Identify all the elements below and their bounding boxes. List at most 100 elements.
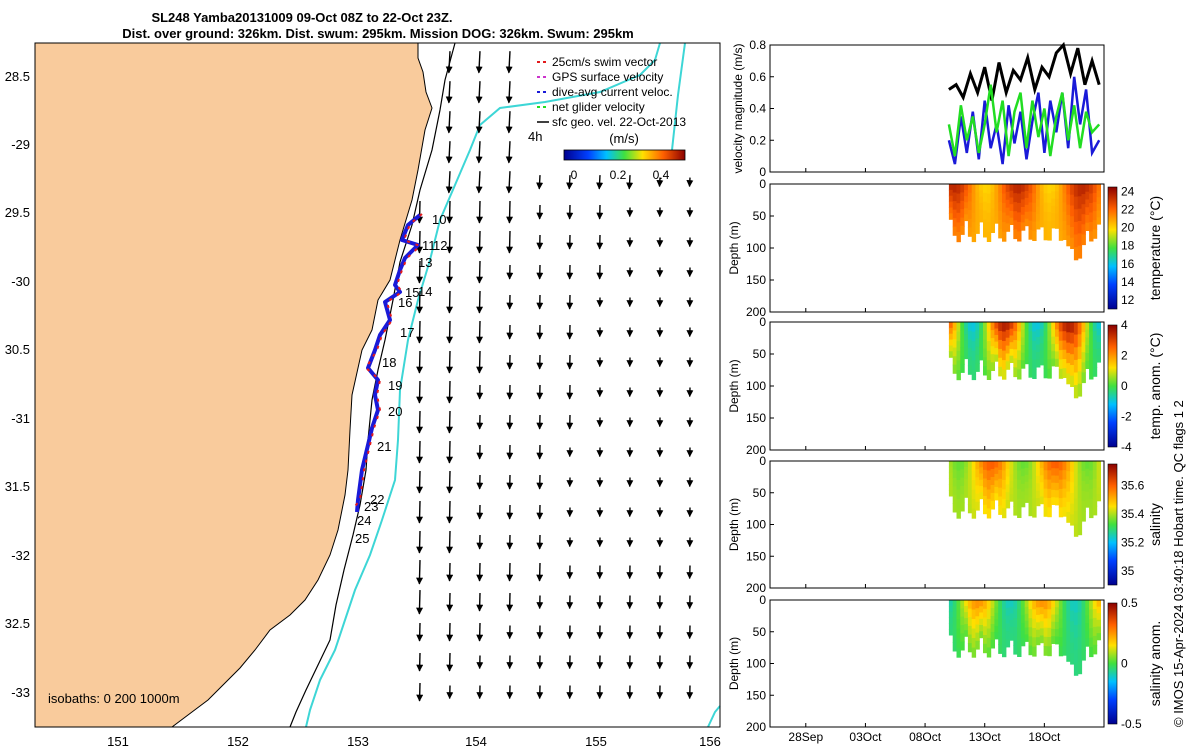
heatmap-cell: [967, 461, 973, 471]
heatmap-cell: [1058, 202, 1064, 213]
heatmap-cell: [1077, 510, 1083, 523]
heatmap-cell: [971, 203, 977, 214]
heatmap-cell: [952, 218, 958, 228]
heatmap-cell: [986, 461, 992, 472]
heatmap-cell: [1039, 198, 1045, 206]
heatmap-cell: [990, 224, 995, 233]
heatmap-cell: [1092, 644, 1098, 655]
heatmap-cell: [1058, 618, 1064, 629]
heatmap-cell: [1077, 245, 1083, 259]
heatmap-cell: [994, 197, 999, 205]
heatmap-cell: [975, 322, 980, 331]
heatmap-cell: [1002, 341, 1007, 352]
colorbar-4-tick-1: 0: [1121, 657, 1128, 671]
heatmap-cell: [1081, 600, 1086, 611]
heatmap-cell: [1047, 498, 1052, 508]
heatmap-cell: [1073, 234, 1079, 248]
heatmap-cell: [956, 322, 961, 333]
heatmap-cell: [1043, 609, 1048, 619]
heatmap-cell: [979, 190, 984, 198]
heatmap-cell: [967, 478, 973, 488]
day-label-18: 18: [382, 355, 396, 370]
heatmap-cell: [967, 504, 973, 514]
map-y-tick-5: -31: [11, 411, 30, 426]
heatmap-cell: [994, 461, 999, 469]
heatmap-cell: [1062, 184, 1067, 194]
heatmap-cell: [956, 628, 961, 639]
heatmap-cell: [948, 195, 954, 203]
heatmap-cell: [1043, 202, 1048, 213]
heatmap-cell: [1002, 498, 1007, 509]
heatmap-cell: [1055, 482, 1060, 491]
qc-side-label: © IMOS 15-Apr-2024 03:40:18 Hobart time.…: [1171, 400, 1186, 727]
heatmap-cell: [1043, 368, 1048, 379]
heatmap-cell: [1058, 340, 1064, 351]
heatmap-cell: [964, 473, 969, 480]
heatmap-cell: [1070, 237, 1075, 249]
heatmap-cell: [986, 350, 992, 361]
heatmap-cell: [1020, 483, 1026, 493]
heatmap-cell: [960, 502, 965, 512]
heatmap-cell: [1002, 461, 1007, 471]
legend-label-net-velocity: net glider velocity: [552, 100, 645, 114]
heatmap-cell: [1089, 184, 1094, 195]
geo-velocity-arrow-3: [445, 81, 453, 104]
heatmap-cell: [1051, 322, 1056, 330]
heatmap-cell: [967, 339, 973, 349]
heatmap-cell: [1005, 345, 1011, 355]
heatmap-cell: [964, 612, 969, 619]
heatmap-cell: [1096, 184, 1101, 192]
map-y-tick-4: 30.5: [5, 342, 30, 357]
heatmap-cell: [956, 480, 961, 491]
heatmap-cell: [983, 192, 988, 203]
heatmap-cell: [1002, 222, 1007, 233]
heatmap-cell: [1070, 216, 1075, 228]
panel-1-ytick-3: 150: [746, 273, 766, 287]
heatmap-cell: [975, 469, 980, 478]
heatmap-cell: [971, 212, 977, 223]
day-labels: 10 11 12 13 14 15 16 17 18 19 20 21 22 2…: [355, 212, 447, 546]
map-y-tick-2: 29.5: [5, 205, 30, 220]
geo-velocity-arrow-121: [416, 501, 424, 524]
heatmap-cell: [1005, 322, 1011, 331]
heatmap-cell: [956, 232, 961, 243]
colorbar-2-label: temp. anom. (°C): [1147, 333, 1163, 440]
heatmap-cell: [1020, 607, 1026, 616]
heatmap-cell: [971, 341, 977, 352]
heatmap-cell: [998, 322, 1003, 332]
heatmap-cell: [1013, 220, 1018, 230]
heatmap-cell: [990, 608, 995, 617]
heatmap-cell: [1089, 461, 1094, 471]
heatmap-cell: [967, 356, 973, 367]
geo-velocity-arrow-0: [445, 51, 453, 74]
heatmap-cell: [1073, 498, 1079, 512]
heatmap-cell: [979, 353, 984, 361]
heatmap-cell: [1036, 214, 1041, 223]
heatmap-cell: [986, 322, 992, 333]
speed-colorbar-tick-0: 0: [571, 168, 578, 182]
heatmap-cell: [1077, 473, 1083, 487]
heatmap-cell: [1085, 337, 1090, 346]
heatmap-cell: [1002, 600, 1007, 610]
heatmap-cell: [1051, 461, 1056, 469]
heatmap-cell: [990, 200, 995, 209]
heatmap-cell: [1047, 646, 1052, 657]
heatmap-cell: [1066, 214, 1071, 226]
heatmap-cell: [1043, 488, 1048, 499]
heatmap-cell: [1058, 350, 1064, 361]
heatmap-cell: [1039, 357, 1045, 366]
heatmap-cell: [956, 600, 961, 611]
panel-0-ytick-3: 0.6: [749, 70, 766, 84]
heatmap-cell: [1009, 342, 1014, 350]
heatmap-cell: [1005, 615, 1011, 624]
heatmap-cell: [1047, 221, 1052, 232]
heatmap-cell: [971, 638, 977, 649]
heatmap-cell: [986, 628, 992, 639]
heatmap-cell: [1039, 621, 1045, 629]
heatmap-cell: [948, 189, 954, 197]
heatmap-cell: [1039, 350, 1045, 359]
heatmap-cell: [1051, 621, 1056, 630]
heatmap-cell: [967, 495, 973, 505]
heatmap-cell: [1081, 491, 1086, 502]
heatmap-cell: [1089, 331, 1094, 342]
